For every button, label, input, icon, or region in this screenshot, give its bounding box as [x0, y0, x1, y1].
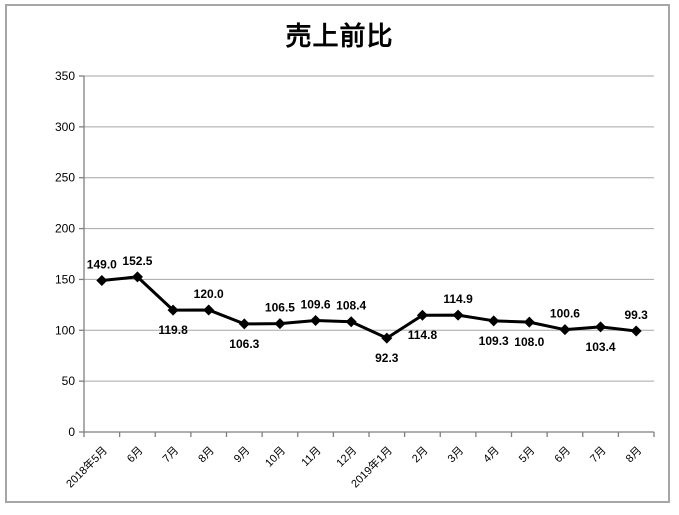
gridlines	[84, 75, 654, 382]
y-tick-label: 300	[55, 120, 75, 134]
data-point-marker	[630, 325, 642, 337]
y-tick-label: 50	[62, 374, 76, 388]
y-tick-label: 150	[55, 272, 75, 286]
data-point-marker	[167, 304, 179, 316]
x-tick-label: 7月	[161, 445, 182, 466]
data-label: 109.3	[479, 334, 509, 348]
series-markers	[96, 271, 642, 344]
x-tick-label: 9月	[232, 445, 253, 466]
data-label: 120.0	[194, 287, 224, 301]
x-tick-label: 2018年5月	[63, 443, 110, 490]
data-point-marker	[381, 332, 393, 344]
axes: 0 50 100 150 200 250 300 350	[55, 69, 655, 439]
x-tick-label: 6月	[125, 445, 146, 466]
data-point-marker	[452, 309, 464, 321]
data-label: 114.8	[408, 328, 438, 342]
data-point-marker	[488, 315, 500, 327]
data-label: 103.4	[586, 340, 616, 354]
data-label: 149.0	[87, 257, 117, 271]
y-tick-label: 100	[55, 323, 75, 337]
x-tick-label: 4月	[481, 445, 502, 466]
data-point-marker	[559, 324, 571, 336]
y-tick-label: 350	[55, 69, 75, 83]
data-point-marker	[416, 309, 428, 321]
data-label: 106.3	[229, 337, 259, 351]
data-label: 152.5	[122, 254, 152, 268]
x-tick-label: 7月	[588, 445, 609, 466]
data-point-marker	[523, 316, 535, 328]
data-point-marker	[131, 271, 143, 283]
data-labels: 149.0 152.5 119.8 120.0 106.3 106.5 109.6 108.4…	[87, 254, 648, 365]
data-label: 99.3	[625, 308, 649, 322]
data-label: 92.3	[375, 351, 399, 365]
series-line	[101, 275, 637, 340]
data-point-marker	[274, 318, 286, 330]
data-label: 119.8	[158, 323, 188, 337]
y-tick-label: 250	[55, 171, 75, 185]
x-tick-label: 8月	[624, 445, 645, 466]
x-tick-label: 8月	[196, 445, 217, 466]
x-tick-label: 5月	[517, 445, 538, 466]
data-point-marker	[96, 274, 108, 286]
data-point-marker	[595, 321, 607, 333]
data-point-marker	[203, 304, 215, 316]
x-tick-label: 11月	[299, 445, 323, 469]
chart-title: 売上前比	[285, 21, 394, 51]
data-point-marker	[345, 316, 357, 328]
x-tick-label: 10月	[263, 445, 288, 470]
data-point-marker	[310, 315, 322, 327]
chart-frame[interactable]	[5, 4, 670, 503]
data-label: 106.5	[265, 301, 295, 315]
data-label: 108.0	[514, 335, 544, 349]
data-label: 108.4	[336, 299, 366, 313]
y-tick-label: 0	[68, 425, 75, 439]
data-label: 100.6	[550, 307, 580, 321]
x-tick-label: 3月	[446, 445, 467, 466]
data-label: 109.6	[301, 298, 331, 312]
data-label: 114.9	[443, 292, 473, 306]
x-tick-label: 12月	[334, 445, 359, 470]
data-point-marker	[238, 318, 250, 330]
y-tick-label: 200	[55, 222, 75, 236]
x-tick-label: 2月	[410, 445, 431, 466]
x-tick-label: 6月	[552, 445, 573, 466]
